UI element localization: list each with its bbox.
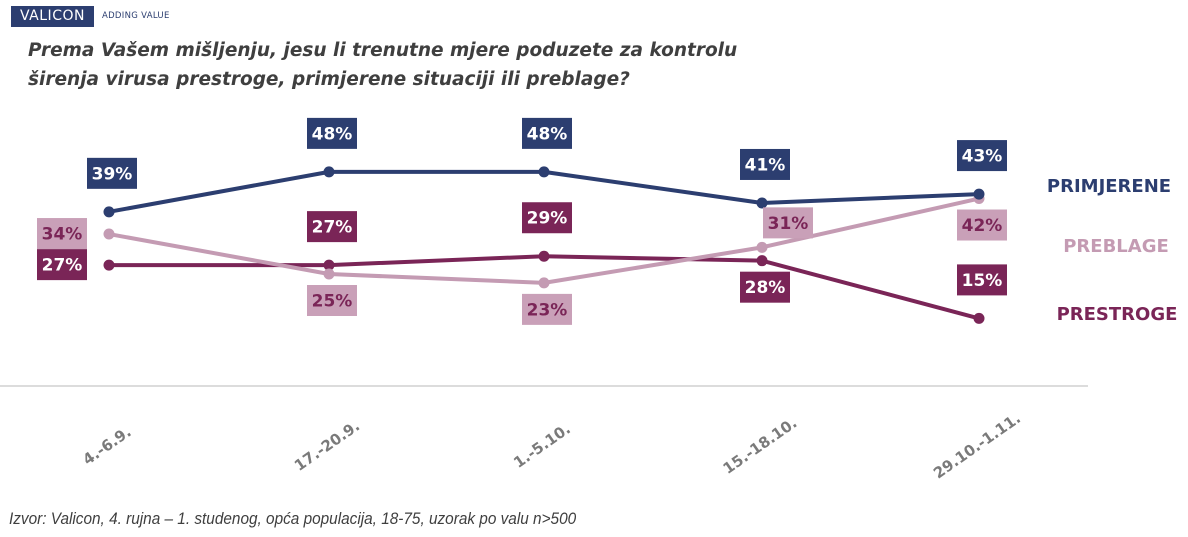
data-label-prestroge: 29% xyxy=(522,202,572,234)
data-label-text: 27% xyxy=(42,256,83,276)
data-label-text: 25% xyxy=(312,292,353,312)
data-label-box xyxy=(522,293,572,325)
x-tick-label: 17.-20.9. xyxy=(291,417,363,475)
data-label-box xyxy=(307,211,357,243)
chart-title-line-2: širenja virusa prestroge, primjerene sit… xyxy=(28,69,630,90)
data-label-preblage: 23% xyxy=(522,293,572,325)
x-tick-label: 1.-5.10. xyxy=(510,420,574,472)
data-label-preblage: 34% xyxy=(37,218,87,250)
data-label-prestroge: 27% xyxy=(37,249,87,281)
data-point-primjerene xyxy=(323,166,335,178)
legend-label-preblage: PREBLAGE xyxy=(1063,236,1169,257)
x-tick-label: 29.10.-1.11. xyxy=(930,409,1024,482)
data-label-primjerene: 43% xyxy=(957,140,1007,172)
x-tick-label: 15.-18.10. xyxy=(720,414,801,478)
data-point-prestroge xyxy=(103,259,115,271)
data-label-text: 27% xyxy=(312,218,353,238)
data-label-text: 48% xyxy=(527,124,568,144)
data-label-box xyxy=(957,140,1007,172)
data-label-preblage: 42% xyxy=(957,209,1007,241)
data-label-box xyxy=(957,209,1007,241)
x-axis-ticks: 4.-6.9. 17.-20.9. 1.-5.10. 15.-18.10. 29.10.… xyxy=(79,409,1024,482)
source-note: Izvor: Valicon, 4. rujna – 1. studenog, … xyxy=(9,510,577,528)
legend-label-prestroge: PRESTROGE xyxy=(1057,304,1178,325)
data-point-prestroge xyxy=(538,250,550,262)
data-label-text: 41% xyxy=(745,155,786,175)
data-label-primjerene: 41% xyxy=(740,148,790,180)
data-label-prestroge: 27% xyxy=(307,211,357,243)
x-tick-label: 4.-6.9. xyxy=(79,423,134,469)
data-point-preblage xyxy=(323,268,335,280)
data-label-primjerene: 48% xyxy=(522,117,572,149)
data-point-preblage xyxy=(538,277,550,289)
data-label-text: 28% xyxy=(745,278,786,298)
data-label-box xyxy=(307,117,357,149)
data-label-text: 48% xyxy=(312,124,353,144)
brand-tagline: ADDING VALUE xyxy=(101,11,170,21)
data-label-primjerene: 48% xyxy=(307,117,357,149)
data-label-text: 15% xyxy=(962,271,1003,291)
data-label-box xyxy=(87,157,137,189)
data-point-primjerene xyxy=(538,166,550,178)
legend: PRIMJERENE PREBLAGE PRESTROGE xyxy=(1047,176,1178,325)
data-point-primjerene xyxy=(756,197,768,209)
data-point-prestroge xyxy=(973,312,985,324)
data-labels: 39% 48% 48% 41% 43% 34% 25% 23% 31% 42% 27% 27% 29% 2… xyxy=(37,117,1007,325)
data-label-text: 31% xyxy=(768,214,809,234)
chart-title: Prema Vašem mišljenju, jesu li trenutne … xyxy=(28,36,788,94)
brand-name: VALICON xyxy=(11,5,94,27)
data-point-primjerene xyxy=(973,188,985,200)
chart-title-line-1: Prema Vašem mišljenju, jesu li trenutne … xyxy=(28,40,738,61)
data-label-box xyxy=(307,285,357,316)
data-label-text: 23% xyxy=(527,300,568,320)
data-label-text: 34% xyxy=(42,225,83,245)
data-label-preblage: 31% xyxy=(763,207,813,239)
data-label-box xyxy=(522,202,572,234)
data-label-text: 39% xyxy=(92,164,133,184)
data-label-prestroge: 15% xyxy=(957,264,1007,296)
data-label-box xyxy=(740,271,790,303)
valicon-logo: VALICON ADDING VALUE xyxy=(11,5,170,27)
data-label-text: 43% xyxy=(962,147,1003,167)
series-lines xyxy=(103,166,985,324)
data-point-preblage xyxy=(756,241,768,253)
data-label-text: 29% xyxy=(527,209,568,229)
legend-label-primjerene: PRIMJERENE xyxy=(1047,176,1171,197)
data-label-text: 42% xyxy=(962,216,1003,236)
data-label-box xyxy=(957,264,1007,296)
data-point-prestroge xyxy=(756,255,768,267)
data-label-box xyxy=(522,117,572,149)
data-label-primjerene: 39% xyxy=(87,157,137,189)
data-label-prestroge: 28% xyxy=(740,271,790,303)
data-label-box xyxy=(37,218,87,250)
data-label-box xyxy=(740,148,790,180)
data-label-preblage: 25% xyxy=(307,285,357,316)
data-label-box xyxy=(37,249,87,281)
data-point-primjerene xyxy=(103,206,115,218)
data-point-prestroge xyxy=(323,259,335,271)
data-label-box xyxy=(763,207,813,239)
data-point-preblage xyxy=(103,228,115,240)
